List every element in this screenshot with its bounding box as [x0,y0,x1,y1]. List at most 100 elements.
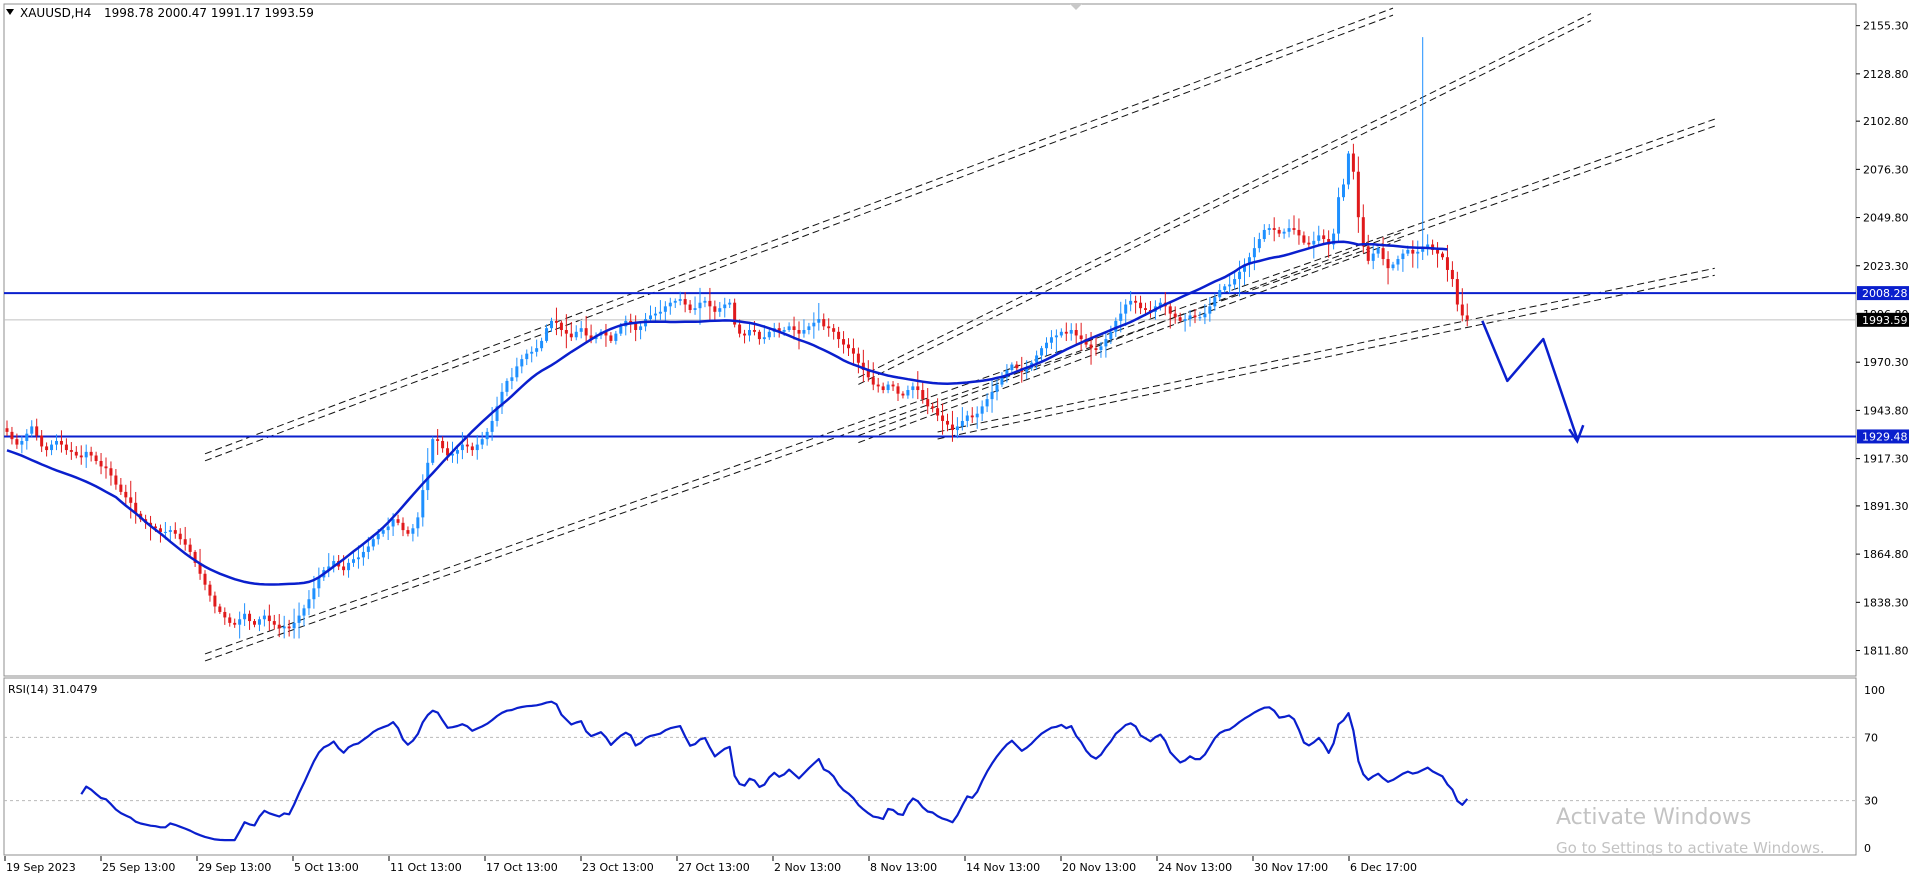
trend-line-0-0 [204,118,1715,655]
candle-body [871,377,875,385]
candle-body [1460,304,1464,316]
candle-body [1386,259,1390,269]
candle-body [965,415,969,421]
candle-body [500,391,504,407]
candle-body [238,619,242,625]
candle-body [515,366,519,378]
candle-body [203,573,207,585]
candle-body [960,420,964,427]
candle-body [213,595,217,607]
trend-line-3-1 [858,20,1592,385]
candle-body [163,531,167,533]
candle-body [183,539,187,545]
candle-body [74,451,78,456]
rsi-tick-label: 30 [1864,795,1878,808]
candle-body [495,406,499,421]
candle-body [243,613,247,620]
candle-body [1332,233,1336,245]
candle-body [713,306,717,312]
candle-body [446,448,450,456]
price-tag-box [1857,429,1909,444]
candle-body [777,328,781,332]
candle-body [352,559,355,563]
candle-body [881,386,885,391]
candle-body [178,533,182,540]
candle-body [698,302,702,309]
candle-body [114,475,118,485]
x-tick-label: 11 Oct 13:00 [390,861,462,874]
candle-body [1049,337,1053,343]
price-tag-box [1857,312,1909,327]
candle-body [267,615,271,622]
x-tick-label: 29 Sep 13:00 [198,861,271,874]
candle-body [396,519,400,523]
candle-body [302,608,306,616]
candle-body [1139,302,1143,309]
panel-menu-icon[interactable] [6,9,14,15]
candle-body [426,462,430,491]
y-tick-label: 1838.30 [1863,596,1909,609]
candle-body [827,326,831,329]
candle-body [728,302,732,305]
candle-body [797,329,801,334]
candle-body [1342,184,1345,198]
candle-body [569,333,573,338]
chart-symbol: XAUUSD,H4 [20,6,91,20]
candle-body [757,331,761,340]
candle-body [579,328,583,332]
candle-body [1035,355,1039,363]
candle-body [723,304,727,309]
x-tick-label: 6 Dec 17:00 [1350,861,1417,874]
x-tick-label: 20 Nov 13:00 [1062,861,1136,874]
candle-body [975,413,979,418]
candle-body [1218,289,1222,298]
price-tag-text: 1929.48 [1862,430,1908,443]
candle-body [1312,240,1316,245]
candle-body [1104,339,1108,347]
candle-body [916,386,920,391]
candle-body [262,615,266,620]
trend-channel-lines[interactable] [204,7,1715,662]
trend-line-1-1 [204,14,1394,462]
candle-body [639,326,643,330]
candle-body [361,551,365,558]
candle-body [1129,300,1133,305]
candle-body [64,444,68,451]
candle-body [436,439,440,441]
candle-body [658,311,662,314]
candle-body [1144,308,1147,310]
candle-body [1213,297,1217,307]
candle-body [1059,331,1063,336]
candle-body [1079,335,1083,340]
candle-body [955,426,959,431]
candle-body [193,551,197,563]
candle-body [1243,264,1246,272]
candle-body [317,577,321,589]
candle-body [752,329,756,332]
projection-drawing[interactable] [1481,320,1585,444]
candle-body [79,455,83,458]
y-tick-label: 1891.30 [1863,500,1909,513]
candle-body [89,451,93,456]
candle-body [1178,317,1182,321]
candle-body [470,446,474,451]
candle-body [391,519,395,527]
candle-body [941,415,945,421]
x-tick-label: 25 Sep 13:00 [102,861,175,874]
candle-body [738,324,742,334]
candle-body [59,440,63,445]
price-tag-text: 1993.59 [1862,314,1908,327]
rsi-axis: 100 70 30 0 [1864,684,1885,855]
horizontal-levels[interactable] [4,292,1856,438]
y-tick-label: 1943.80 [1863,404,1909,417]
price-tags: 2008.28 1993.59 1929.48 [1857,286,1909,444]
shift-marker-icon[interactable] [1070,4,1082,10]
candle-body [40,435,44,447]
candle-body [1124,304,1128,314]
candle-body [1074,329,1078,336]
candle-body [673,300,677,303]
candle-body [693,308,697,310]
candle-body [253,621,256,625]
candle-body [743,333,747,336]
